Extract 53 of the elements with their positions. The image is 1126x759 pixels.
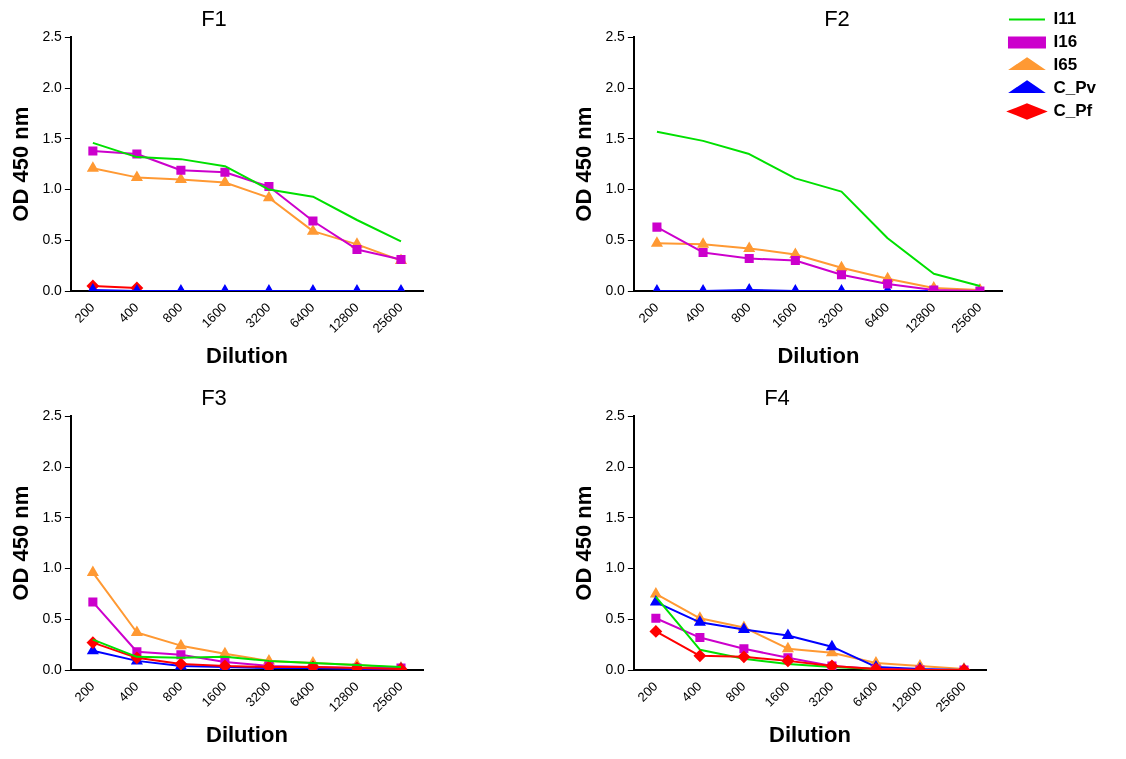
y-tick-label: 2.0 bbox=[605, 457, 626, 474]
y-tick-label: 0.5 bbox=[42, 610, 63, 627]
chart-title: F2 bbox=[824, 6, 850, 32]
y-tick-label: 2.5 bbox=[605, 28, 626, 45]
chart-title: F3 bbox=[201, 385, 227, 411]
x-tick-label: 400 bbox=[115, 299, 142, 326]
y-tick-label: 0.0 bbox=[42, 281, 63, 298]
x-tick-label: 200 bbox=[71, 299, 98, 326]
y-tick-label: 2.5 bbox=[605, 407, 626, 424]
y-axis-title: OD 450 nm bbox=[571, 485, 597, 601]
y-tick-label: 1.0 bbox=[605, 559, 626, 576]
y-tick-label: 0.0 bbox=[605, 660, 626, 677]
legend-label: C_Pf bbox=[1053, 101, 1093, 121]
y-tick-label: 1.5 bbox=[42, 129, 63, 146]
x-tick-label: 800 bbox=[159, 678, 186, 705]
y-tick-label: 2.5 bbox=[42, 28, 63, 45]
legend-label: I11 bbox=[1053, 9, 1077, 29]
y-tick-label: 2.0 bbox=[42, 78, 63, 95]
x-axis-title: Dilution bbox=[768, 721, 851, 747]
x-tick-label: 800 bbox=[722, 678, 749, 705]
x-tick-label: 200 bbox=[634, 678, 661, 705]
y-tick-label: 1.0 bbox=[42, 559, 63, 576]
x-axis-title: Dilution bbox=[205, 342, 288, 368]
y-tick-label: 0.0 bbox=[605, 281, 626, 298]
x-tick-label: 200 bbox=[635, 299, 662, 326]
y-axis-title: OD 450 nm bbox=[571, 106, 597, 222]
legend-label: I65 bbox=[1053, 55, 1078, 75]
x-tick-label: 200 bbox=[71, 678, 98, 705]
y-tick-label: 1.5 bbox=[605, 508, 626, 525]
legend-label: C_Pv bbox=[1053, 78, 1097, 98]
x-tick-label: 800 bbox=[159, 299, 186, 326]
x-axis-title: Dilution bbox=[777, 342, 860, 368]
x-tick-label: 400 bbox=[678, 678, 705, 705]
chart-title: F1 bbox=[201, 6, 227, 32]
y-tick-label: 1.0 bbox=[605, 180, 626, 197]
y-tick-label: 2.5 bbox=[42, 407, 63, 424]
y-tick-label: 0.5 bbox=[605, 231, 626, 248]
y-tick-label: 0.0 bbox=[42, 660, 63, 677]
legend-label: I16 bbox=[1053, 32, 1078, 52]
chart-title: F4 bbox=[764, 385, 790, 411]
y-tick-label: 0.5 bbox=[605, 610, 626, 627]
y-tick-label: 1.0 bbox=[42, 180, 63, 197]
y-tick-label: 0.5 bbox=[42, 231, 63, 248]
y-tick-label: 1.5 bbox=[605, 129, 626, 146]
y-tick-label: 1.5 bbox=[42, 508, 63, 525]
y-tick-label: 2.0 bbox=[42, 457, 63, 474]
x-axis-title: Dilution bbox=[205, 721, 288, 747]
y-axis-title: OD 450 nm bbox=[8, 106, 34, 222]
x-tick-label: 800 bbox=[727, 299, 754, 326]
x-tick-label: 400 bbox=[115, 678, 142, 705]
x-tick-label: 400 bbox=[681, 299, 708, 326]
y-axis-title: OD 450 nm bbox=[8, 485, 34, 601]
y-tick-label: 2.0 bbox=[605, 78, 626, 95]
